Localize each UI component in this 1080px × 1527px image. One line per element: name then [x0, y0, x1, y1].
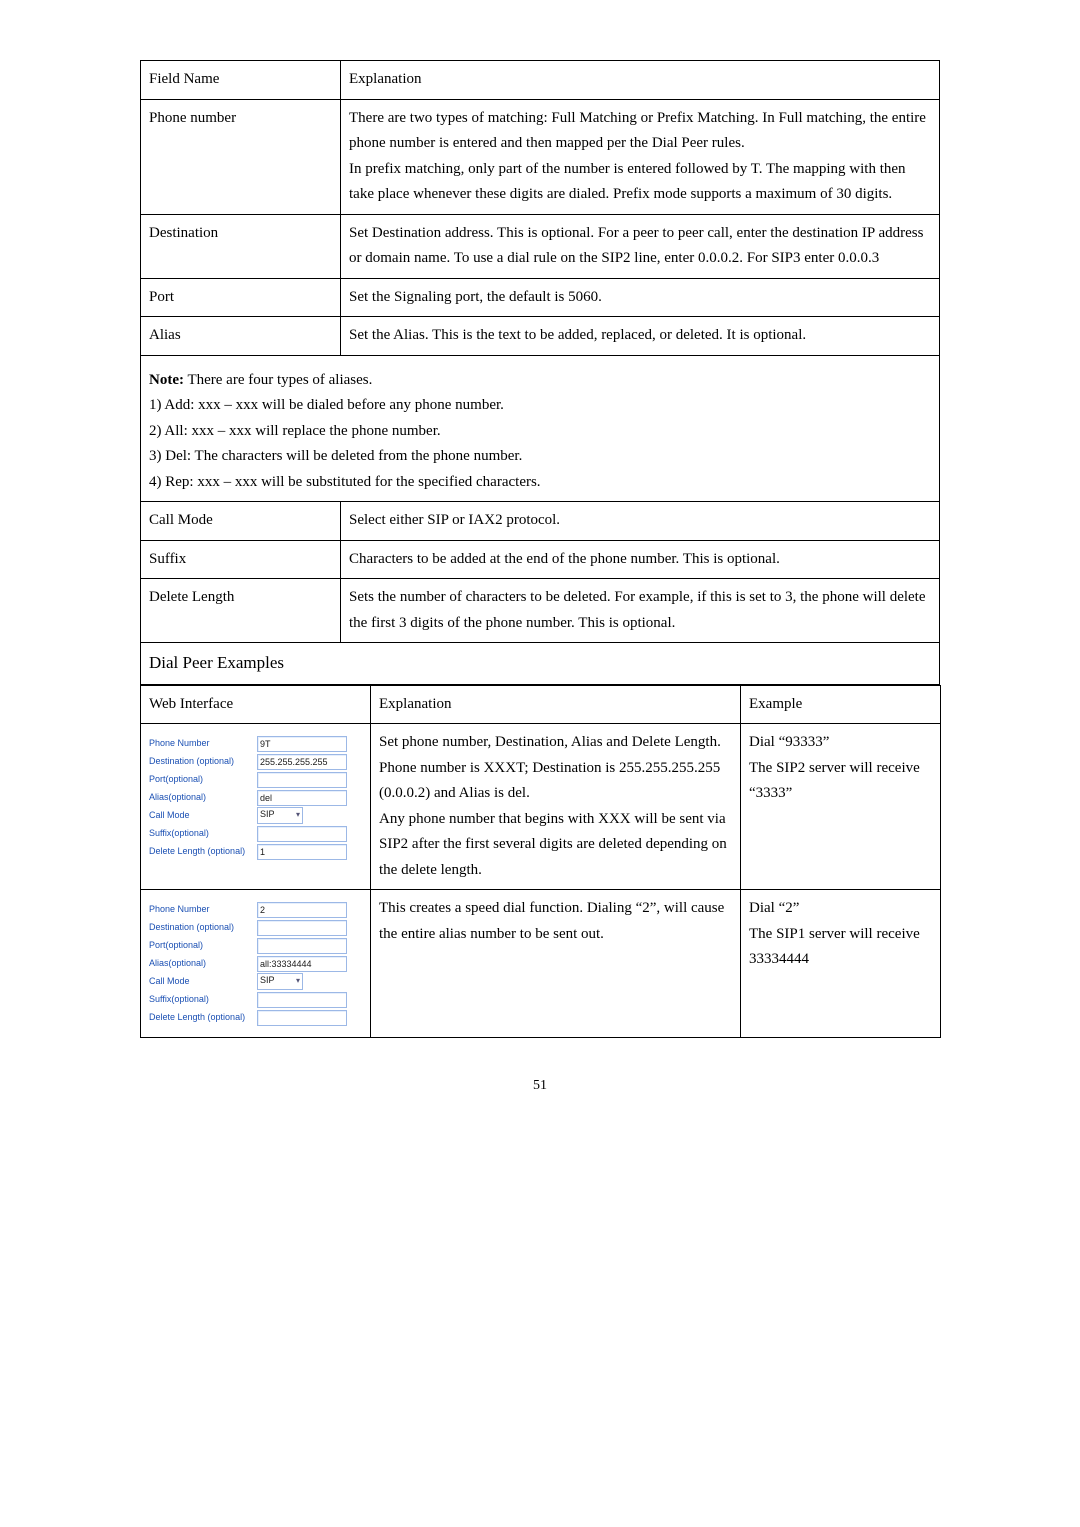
note-label: Note:: [149, 372, 184, 388]
dial-peer-examples-table: Web Interface Explanation Example Phone …: [140, 685, 941, 1039]
call-mode-select[interactable]: SIP: [257, 973, 303, 990]
table-row: Port Set the Signaling port, the default…: [141, 278, 940, 317]
phone-number-input[interactable]: 2: [257, 902, 347, 918]
explanation-cell: Characters to be added at the end of the…: [341, 540, 940, 579]
note-line: 2) All: xxx – xxx will replace the phone…: [149, 419, 931, 445]
explanation-cell: Select either SIP or IAX2 protocol.: [341, 502, 940, 541]
table-row: Phone Number9T Destination (optional)255…: [141, 724, 941, 890]
field-table: Field Name Explanation Phone number Ther…: [140, 60, 940, 685]
call-mode-select[interactable]: SIP: [257, 807, 303, 824]
explanation-cell: Set Destination address. This is optiona…: [341, 214, 940, 278]
page-number: 51: [140, 1078, 940, 1094]
explanation-cell: Set the Alias. This is the text to be ad…: [341, 317, 940, 356]
web-config-form: Phone Number9T Destination (optional)255…: [149, 730, 362, 865]
header-explanation: Explanation: [371, 685, 741, 724]
form-label-destination: Destination (optional): [149, 920, 257, 935]
explanation-cell: Set phone number, Destination, Alias and…: [371, 724, 741, 890]
web-interface-cell: Phone Number2 Destination (optional) Por…: [141, 890, 371, 1038]
note-intro: There are four types of aliases.: [184, 372, 372, 388]
dial-peer-examples-header: Dial Peer Examples: [141, 643, 940, 685]
destination-input[interactable]: 255.255.255.255: [257, 754, 347, 770]
explanation-cell: There are two types of matching: Full Ma…: [341, 99, 940, 214]
form-label-delete-length: Delete Length (optional): [149, 844, 257, 859]
note-row: Note: There are four types of aliases. 1…: [141, 355, 940, 502]
form-label-call-mode: Call Mode: [149, 808, 257, 823]
form-label-alias: Alias(optional): [149, 956, 257, 971]
table-header-row: Field Name Explanation: [141, 61, 940, 100]
table-row: Destination Set Destination address. Thi…: [141, 214, 940, 278]
note-line: 4) Rep: xxx – xxx will be substituted fo…: [149, 470, 931, 496]
page: Field Name Explanation Phone number Ther…: [140, 60, 940, 1094]
table-row: Suffix Characters to be added at the end…: [141, 540, 940, 579]
suffix-input[interactable]: [257, 992, 347, 1008]
form-label-port: Port(optional): [149, 772, 257, 787]
delete-length-input[interactable]: 1: [257, 844, 347, 860]
field-name-cell: Call Mode: [141, 502, 341, 541]
web-interface-cell: Phone Number9T Destination (optional)255…: [141, 724, 371, 890]
destination-input[interactable]: [257, 920, 347, 936]
form-label-call-mode: Call Mode: [149, 974, 257, 989]
form-label-destination: Destination (optional): [149, 754, 257, 769]
suffix-input[interactable]: [257, 826, 347, 842]
header-explanation: Explanation: [341, 61, 940, 100]
form-label-port: Port(optional): [149, 938, 257, 953]
delete-length-input[interactable]: [257, 1010, 347, 1026]
table-header-row: Web Interface Explanation Example: [141, 685, 941, 724]
table-row: Call Mode Select either SIP or IAX2 prot…: [141, 502, 940, 541]
field-name-cell: Port: [141, 278, 341, 317]
table-row: Delete Length Sets the number of charact…: [141, 579, 940, 643]
form-label-phone-number: Phone Number: [149, 902, 257, 917]
field-name-cell: Suffix: [141, 540, 341, 579]
example-cell: Dial “2” The SIP1 server will receive 33…: [741, 890, 941, 1038]
port-input[interactable]: [257, 772, 347, 788]
form-label-alias: Alias(optional): [149, 790, 257, 805]
note-cell: Note: There are four types of aliases. 1…: [141, 355, 940, 502]
field-name-cell: Destination: [141, 214, 341, 278]
header-web-interface: Web Interface: [141, 685, 371, 724]
field-name-cell: Delete Length: [141, 579, 341, 643]
form-label-suffix: Suffix(optional): [149, 826, 257, 841]
field-name-cell: Phone number: [141, 99, 341, 214]
example-cell: Dial “93333” The SIP2 server will receiv…: [741, 724, 941, 890]
form-label-suffix: Suffix(optional): [149, 992, 257, 1007]
explanation-cell: This creates a speed dial function. Dial…: [371, 890, 741, 1038]
field-name-cell: Alias: [141, 317, 341, 356]
header-field-name: Field Name: [141, 61, 341, 100]
form-label-phone-number: Phone Number: [149, 736, 257, 751]
port-input[interactable]: [257, 938, 347, 954]
header-example: Example: [741, 685, 941, 724]
explanation-cell: Set the Signaling port, the default is 5…: [341, 278, 940, 317]
alias-input[interactable]: all:33334444: [257, 956, 347, 972]
table-row: Phone Number2 Destination (optional) Por…: [141, 890, 941, 1038]
note-line: 1) Add: xxx – xxx will be dialed before …: [149, 393, 931, 419]
alias-input[interactable]: del: [257, 790, 347, 806]
table-row: Phone number There are two types of matc…: [141, 99, 940, 214]
note-line: 3) Del: The characters will be deleted f…: [149, 444, 931, 470]
dial-peer-examples-title: Dial Peer Examples: [141, 643, 940, 685]
phone-number-input[interactable]: 9T: [257, 736, 347, 752]
explanation-cell: Sets the number of characters to be dele…: [341, 579, 940, 643]
table-row: Alias Set the Alias. This is the text to…: [141, 317, 940, 356]
web-config-form: Phone Number2 Destination (optional) Por…: [149, 896, 362, 1031]
form-label-delete-length: Delete Length (optional): [149, 1010, 257, 1025]
